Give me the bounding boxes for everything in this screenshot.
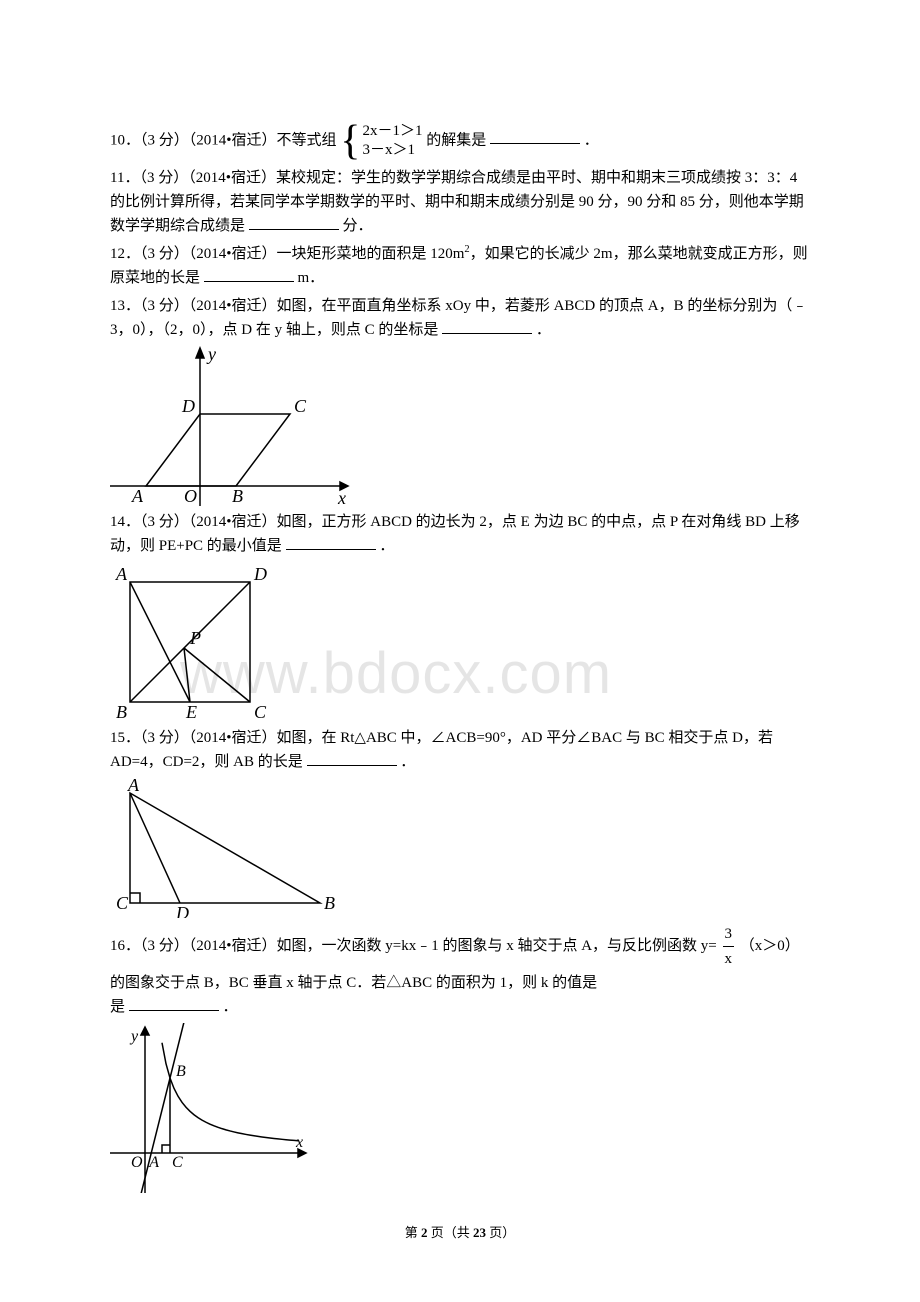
svg-text:B: B bbox=[116, 702, 127, 722]
q14-period: ． bbox=[379, 538, 394, 554]
q12-blank bbox=[204, 266, 294, 282]
q10-prefix: 10．（3 分）（2014•宿迁）不等式组 bbox=[110, 132, 337, 148]
question-13: 13．（3 分）（2014•宿迁）如图，在平面直角坐标系 xOy 中，若菱形 A… bbox=[110, 294, 810, 342]
svg-text:O: O bbox=[184, 486, 197, 506]
footer-suffix: 页） bbox=[486, 1225, 515, 1240]
footer-total: 23 bbox=[473, 1225, 486, 1240]
q11-blank bbox=[249, 214, 339, 230]
svg-text:A: A bbox=[127, 778, 140, 795]
svg-text:D: D bbox=[181, 396, 195, 416]
svg-text:C: C bbox=[116, 893, 129, 913]
q13-blank bbox=[442, 318, 532, 334]
q13-figure: A O B C Dx y bbox=[110, 346, 350, 506]
svg-text:B: B bbox=[232, 486, 243, 506]
q14-blank bbox=[286, 534, 376, 550]
footer-mid: 页（共 bbox=[427, 1225, 473, 1240]
q12-unit: m． bbox=[298, 270, 325, 286]
q16-is: 是 bbox=[110, 999, 125, 1015]
svg-text:C: C bbox=[254, 702, 267, 722]
svg-text:B: B bbox=[324, 893, 335, 913]
q16-period: ． bbox=[223, 999, 238, 1015]
q16-blank bbox=[129, 995, 219, 1011]
svg-text:A: A bbox=[148, 1154, 159, 1171]
svg-text:y: y bbox=[206, 346, 216, 364]
q13-period: ． bbox=[536, 322, 551, 338]
question-15: 15．（3 分）（2014•宿迁）如图，在 Rt△ABC 中，∠ACB=90°，… bbox=[110, 726, 810, 774]
q10-eq2: 3－x＞1 bbox=[362, 141, 422, 161]
question-14: 14．（3 分）（2014•宿迁）如图，正方形 ABCD 的边长为 2，点 E … bbox=[110, 510, 810, 558]
question-12: 12．（3 分）（2014•宿迁）一块矩形菜地的面积是 120m2，如果它的长减… bbox=[110, 242, 810, 290]
svg-text:P: P bbox=[189, 628, 201, 648]
svg-text:D: D bbox=[175, 903, 189, 918]
q16-figure: OAC Bx y bbox=[110, 1023, 310, 1193]
question-10: 10．（3 分）（2014•宿迁）不等式组 { 2x－1＞1 3－x＞1 的解集… bbox=[110, 120, 810, 162]
q16-fraction: 3 x bbox=[723, 922, 735, 971]
brace-icon: { bbox=[340, 120, 360, 162]
question-16: 16．（3 分）（2014•宿迁）如图，一次函数 y=kx﹣1 的图象与 x 轴… bbox=[110, 922, 810, 1019]
q14-text: 14．（3 分）（2014•宿迁）如图，正方形 ABCD 的边长为 2，点 E … bbox=[110, 514, 800, 554]
footer-prefix: 第 bbox=[405, 1225, 421, 1240]
page-content: 10．（3 分）（2014•宿迁）不等式组 { 2x－1＞1 3－x＞1 的解集… bbox=[0, 0, 920, 1284]
svg-text:y: y bbox=[129, 1028, 139, 1045]
q15-period: ． bbox=[400, 754, 415, 770]
svg-text:A: A bbox=[115, 564, 128, 584]
q15-text: 15．（3 分）（2014•宿迁）如图，在 Rt△ABC 中，∠ACB=90°，… bbox=[110, 730, 773, 770]
svg-text:B: B bbox=[176, 1063, 186, 1080]
q15-figure: A C B D bbox=[110, 778, 350, 918]
svg-text:x: x bbox=[337, 488, 346, 506]
svg-text:x: x bbox=[295, 1134, 303, 1151]
q10-suffix: 的解集是 bbox=[426, 132, 486, 148]
q15-blank bbox=[307, 750, 397, 766]
q16-den: x bbox=[723, 947, 735, 971]
page-footer: 第 2 页（共 23 页） bbox=[110, 1223, 810, 1244]
svg-text:E: E bbox=[185, 702, 197, 722]
svg-text:C: C bbox=[294, 396, 307, 416]
q11-text: 11．（3 分）（2014•宿迁）某校规定：学生的数学学期综合成绩是由平时、期中… bbox=[110, 170, 804, 234]
q16-pre: 16．（3 分）（2014•宿迁）如图，一次函数 y=kx﹣1 的图象与 x 轴… bbox=[110, 938, 717, 954]
q10-eq1: 2x－1＞1 bbox=[362, 122, 422, 142]
q10-period: ． bbox=[584, 132, 599, 148]
svg-text:O: O bbox=[131, 1154, 143, 1171]
q11-unit: 分． bbox=[343, 218, 373, 234]
svg-text:C: C bbox=[172, 1154, 183, 1171]
q10-blank bbox=[490, 128, 580, 144]
q10-system: { 2x－1＞1 3－x＞1 bbox=[340, 120, 422, 162]
svg-text:D: D bbox=[253, 564, 267, 584]
svg-text:A: A bbox=[131, 486, 144, 506]
q12-text1: 12．（3 分）（2014•宿迁）一块矩形菜地的面积是 120m bbox=[110, 246, 464, 262]
question-11: 11．（3 分）（2014•宿迁）某校规定：学生的数学学期综合成绩是由平时、期中… bbox=[110, 166, 810, 238]
q16-num: 3 bbox=[723, 922, 735, 947]
q14-figure: A D B C E P bbox=[110, 562, 290, 722]
